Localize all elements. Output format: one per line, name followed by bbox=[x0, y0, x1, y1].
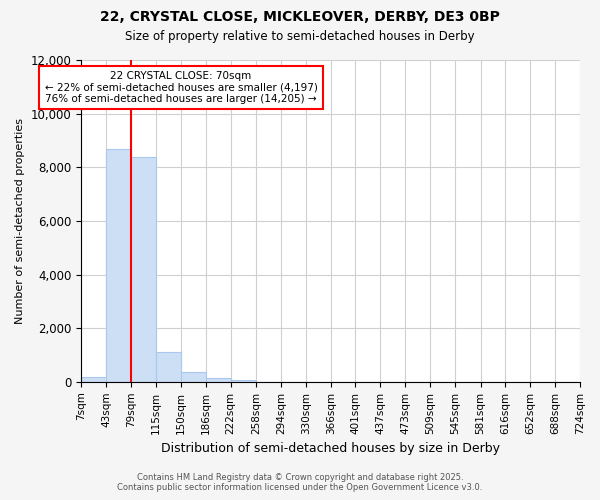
Bar bbox=[81, 377, 106, 382]
X-axis label: Distribution of semi-detached houses by size in Derby: Distribution of semi-detached houses by … bbox=[161, 442, 500, 455]
Bar bbox=[181, 372, 206, 382]
Y-axis label: Number of semi-detached properties: Number of semi-detached properties bbox=[15, 118, 25, 324]
Bar bbox=[131, 156, 156, 382]
Text: 22 CRYSTAL CLOSE: 70sqm
← 22% of semi-detached houses are smaller (4,197)
76% of: 22 CRYSTAL CLOSE: 70sqm ← 22% of semi-de… bbox=[44, 70, 317, 104]
Text: Size of property relative to semi-detached houses in Derby: Size of property relative to semi-detach… bbox=[125, 30, 475, 43]
Bar bbox=[206, 378, 231, 382]
Bar bbox=[231, 380, 256, 382]
Text: Contains HM Land Registry data © Crown copyright and database right 2025.
Contai: Contains HM Land Registry data © Crown c… bbox=[118, 473, 482, 492]
Text: 22, CRYSTAL CLOSE, MICKLEOVER, DERBY, DE3 0BP: 22, CRYSTAL CLOSE, MICKLEOVER, DERBY, DE… bbox=[100, 10, 500, 24]
Bar bbox=[106, 148, 131, 382]
Bar bbox=[156, 352, 181, 382]
